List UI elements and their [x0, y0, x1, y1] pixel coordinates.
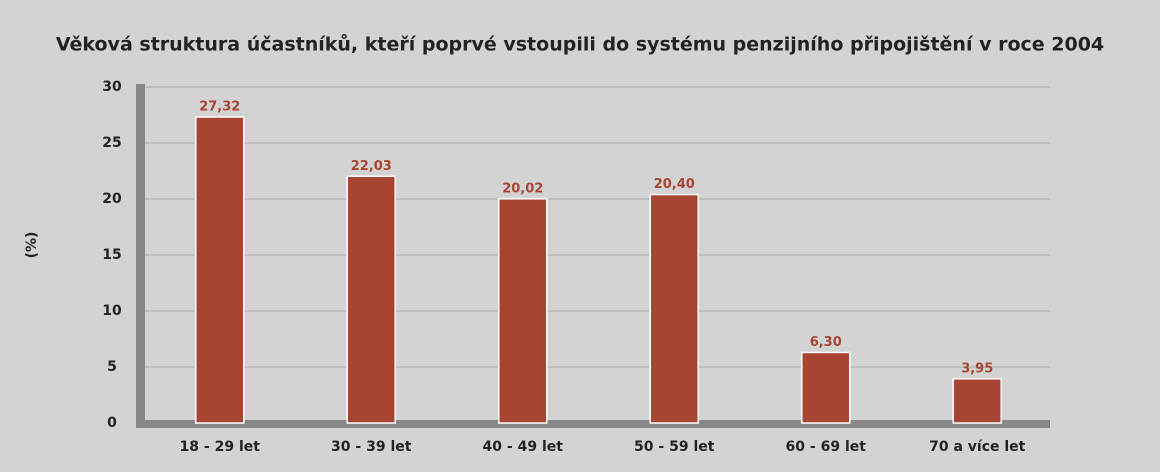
x-tick-label: 18 - 29 let — [180, 439, 261, 455]
y-axis — [136, 84, 145, 428]
bar — [195, 116, 245, 424]
value-label: 22,03 — [351, 159, 392, 174]
x-tick-label: 30 - 39 let — [331, 439, 412, 455]
bar — [346, 175, 396, 424]
bar — [649, 193, 699, 424]
x-tick-label: 60 - 69 let — [786, 439, 867, 455]
value-label: 3,95 — [961, 361, 993, 376]
chart-title: Věková struktura účastníků, kteří poprvé… — [56, 33, 1104, 56]
y-tick-label: 25 — [102, 135, 121, 151]
y-tick-label: 5 — [107, 359, 117, 375]
value-label: 20,40 — [654, 177, 695, 192]
y-tick-label: 20 — [102, 191, 122, 207]
value-label: 27,32 — [199, 100, 240, 115]
x-tick-label: 50 - 59 let — [634, 439, 715, 455]
y-tick-label: 0 — [107, 415, 117, 431]
y-tick-label: 15 — [102, 247, 121, 263]
bar — [801, 351, 851, 424]
value-label: 20,02 — [502, 181, 543, 196]
y-tick-label: 30 — [102, 79, 122, 95]
x-tick-label: 70 a více let — [929, 439, 1026, 455]
x-tick-label: 40 - 49 let — [483, 439, 564, 455]
bar — [498, 198, 548, 424]
y-tick-label: 10 — [102, 303, 122, 319]
bar — [952, 378, 1002, 424]
x-axis — [136, 420, 1050, 428]
y-axis-label: (%) — [24, 232, 40, 259]
value-label: 6,30 — [810, 335, 842, 350]
